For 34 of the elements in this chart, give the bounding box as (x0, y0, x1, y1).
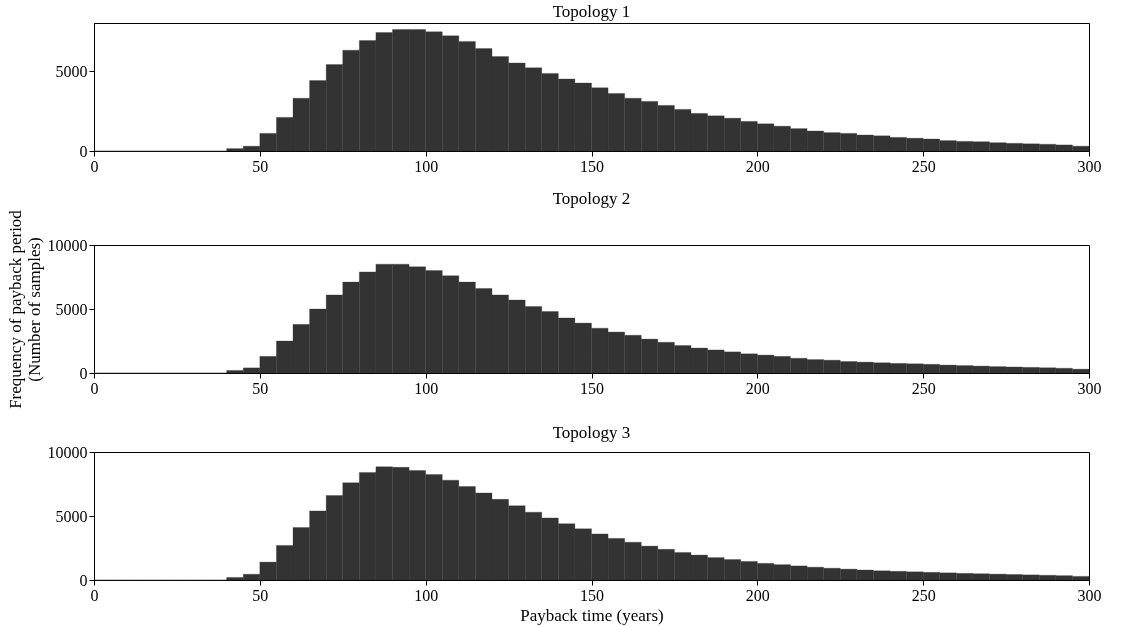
x-tick-label: 300 (1077, 157, 1102, 175)
x-tick-label: 100 (414, 379, 439, 397)
x-tick-label: 50 (252, 586, 269, 604)
x-tick-label: 150 (580, 379, 604, 397)
y-tick-label: 5000 (55, 62, 88, 80)
y-tick-label: 0 (79, 364, 88, 382)
x-tick-label: 0 (90, 379, 99, 397)
y-axis-title: Frequency of payback period (Number of samples) (5, 209, 44, 409)
y-tick-label: 5000 (55, 300, 88, 318)
x-tick-label: 50 (252, 157, 269, 175)
y-tick-label: 0 (79, 142, 88, 160)
y-tick-label: 0 (79, 571, 88, 589)
x-axis-title: Payback time (years) (520, 605, 664, 625)
chart-title: Topology 1 (552, 2, 631, 21)
x-tick-label: 250 (911, 379, 936, 397)
x-tick-label: 300 (1077, 379, 1102, 397)
x-tick-label: 300 (1077, 586, 1102, 604)
x-tick-label: 0 (90, 157, 99, 175)
x-tick-label: 200 (745, 586, 770, 604)
chart-title: Topology 3 (552, 423, 631, 442)
y-tick-label: 10000 (47, 236, 88, 254)
x-tick-label: 250 (911, 586, 936, 604)
x-tick-label: 250 (911, 157, 936, 175)
x-tick-label: 0 (90, 586, 99, 604)
x-tick-label: 200 (745, 157, 770, 175)
x-tick-label: 50 (252, 379, 269, 397)
x-tick-label: 200 (745, 379, 770, 397)
y-tick-label: 5000 (55, 507, 88, 525)
x-tick-label: 100 (414, 586, 439, 604)
x-tick-label: 150 (580, 157, 604, 175)
y-tick-label: 10000 (47, 443, 88, 461)
x-tick-label: 150 (580, 586, 604, 604)
x-tick-label: 100 (414, 157, 439, 175)
chart-title: Topology 2 (552, 188, 631, 208)
